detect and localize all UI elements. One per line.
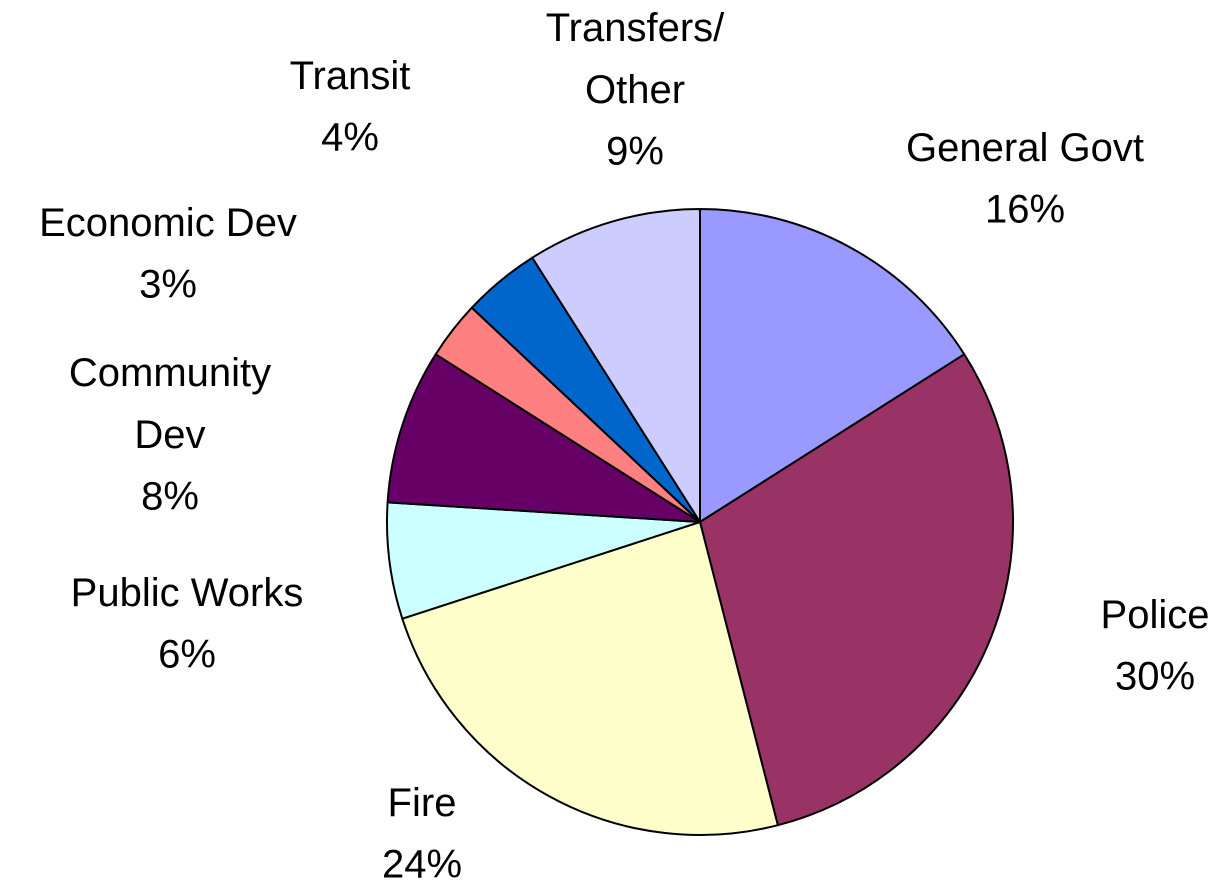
slice-label: Public Works: [71, 571, 304, 615]
slice-value-label: 9%: [606, 130, 664, 174]
slice-label: Fire: [388, 781, 457, 825]
pie-slice: [699, 208, 966, 523]
slice-value-label: 3%: [139, 263, 197, 307]
slice-value-label: 24%: [382, 843, 462, 885]
slice-label: Economic Dev: [39, 201, 297, 245]
pie-slice: [531, 208, 701, 523]
pie-slice: [386, 353, 701, 523]
slice-value-label: 30%: [1115, 655, 1195, 699]
slice-value-label: 4%: [321, 116, 379, 160]
pie-slice: [386, 501, 701, 620]
slice-label: Police: [1101, 593, 1210, 637]
slice-label: General Govt: [906, 126, 1144, 170]
slice-label: Community Dev: [69, 351, 271, 457]
slice-label: Transit: [290, 54, 411, 98]
slice-value-label: 16%: [985, 188, 1065, 232]
slice-value-label: 8%: [141, 475, 199, 519]
slice-label: Transfers/Other: [546, 6, 725, 112]
pie-slice: [401, 521, 779, 836]
slice-value-label: 6%: [158, 633, 216, 677]
pie-slice: [699, 353, 1014, 827]
